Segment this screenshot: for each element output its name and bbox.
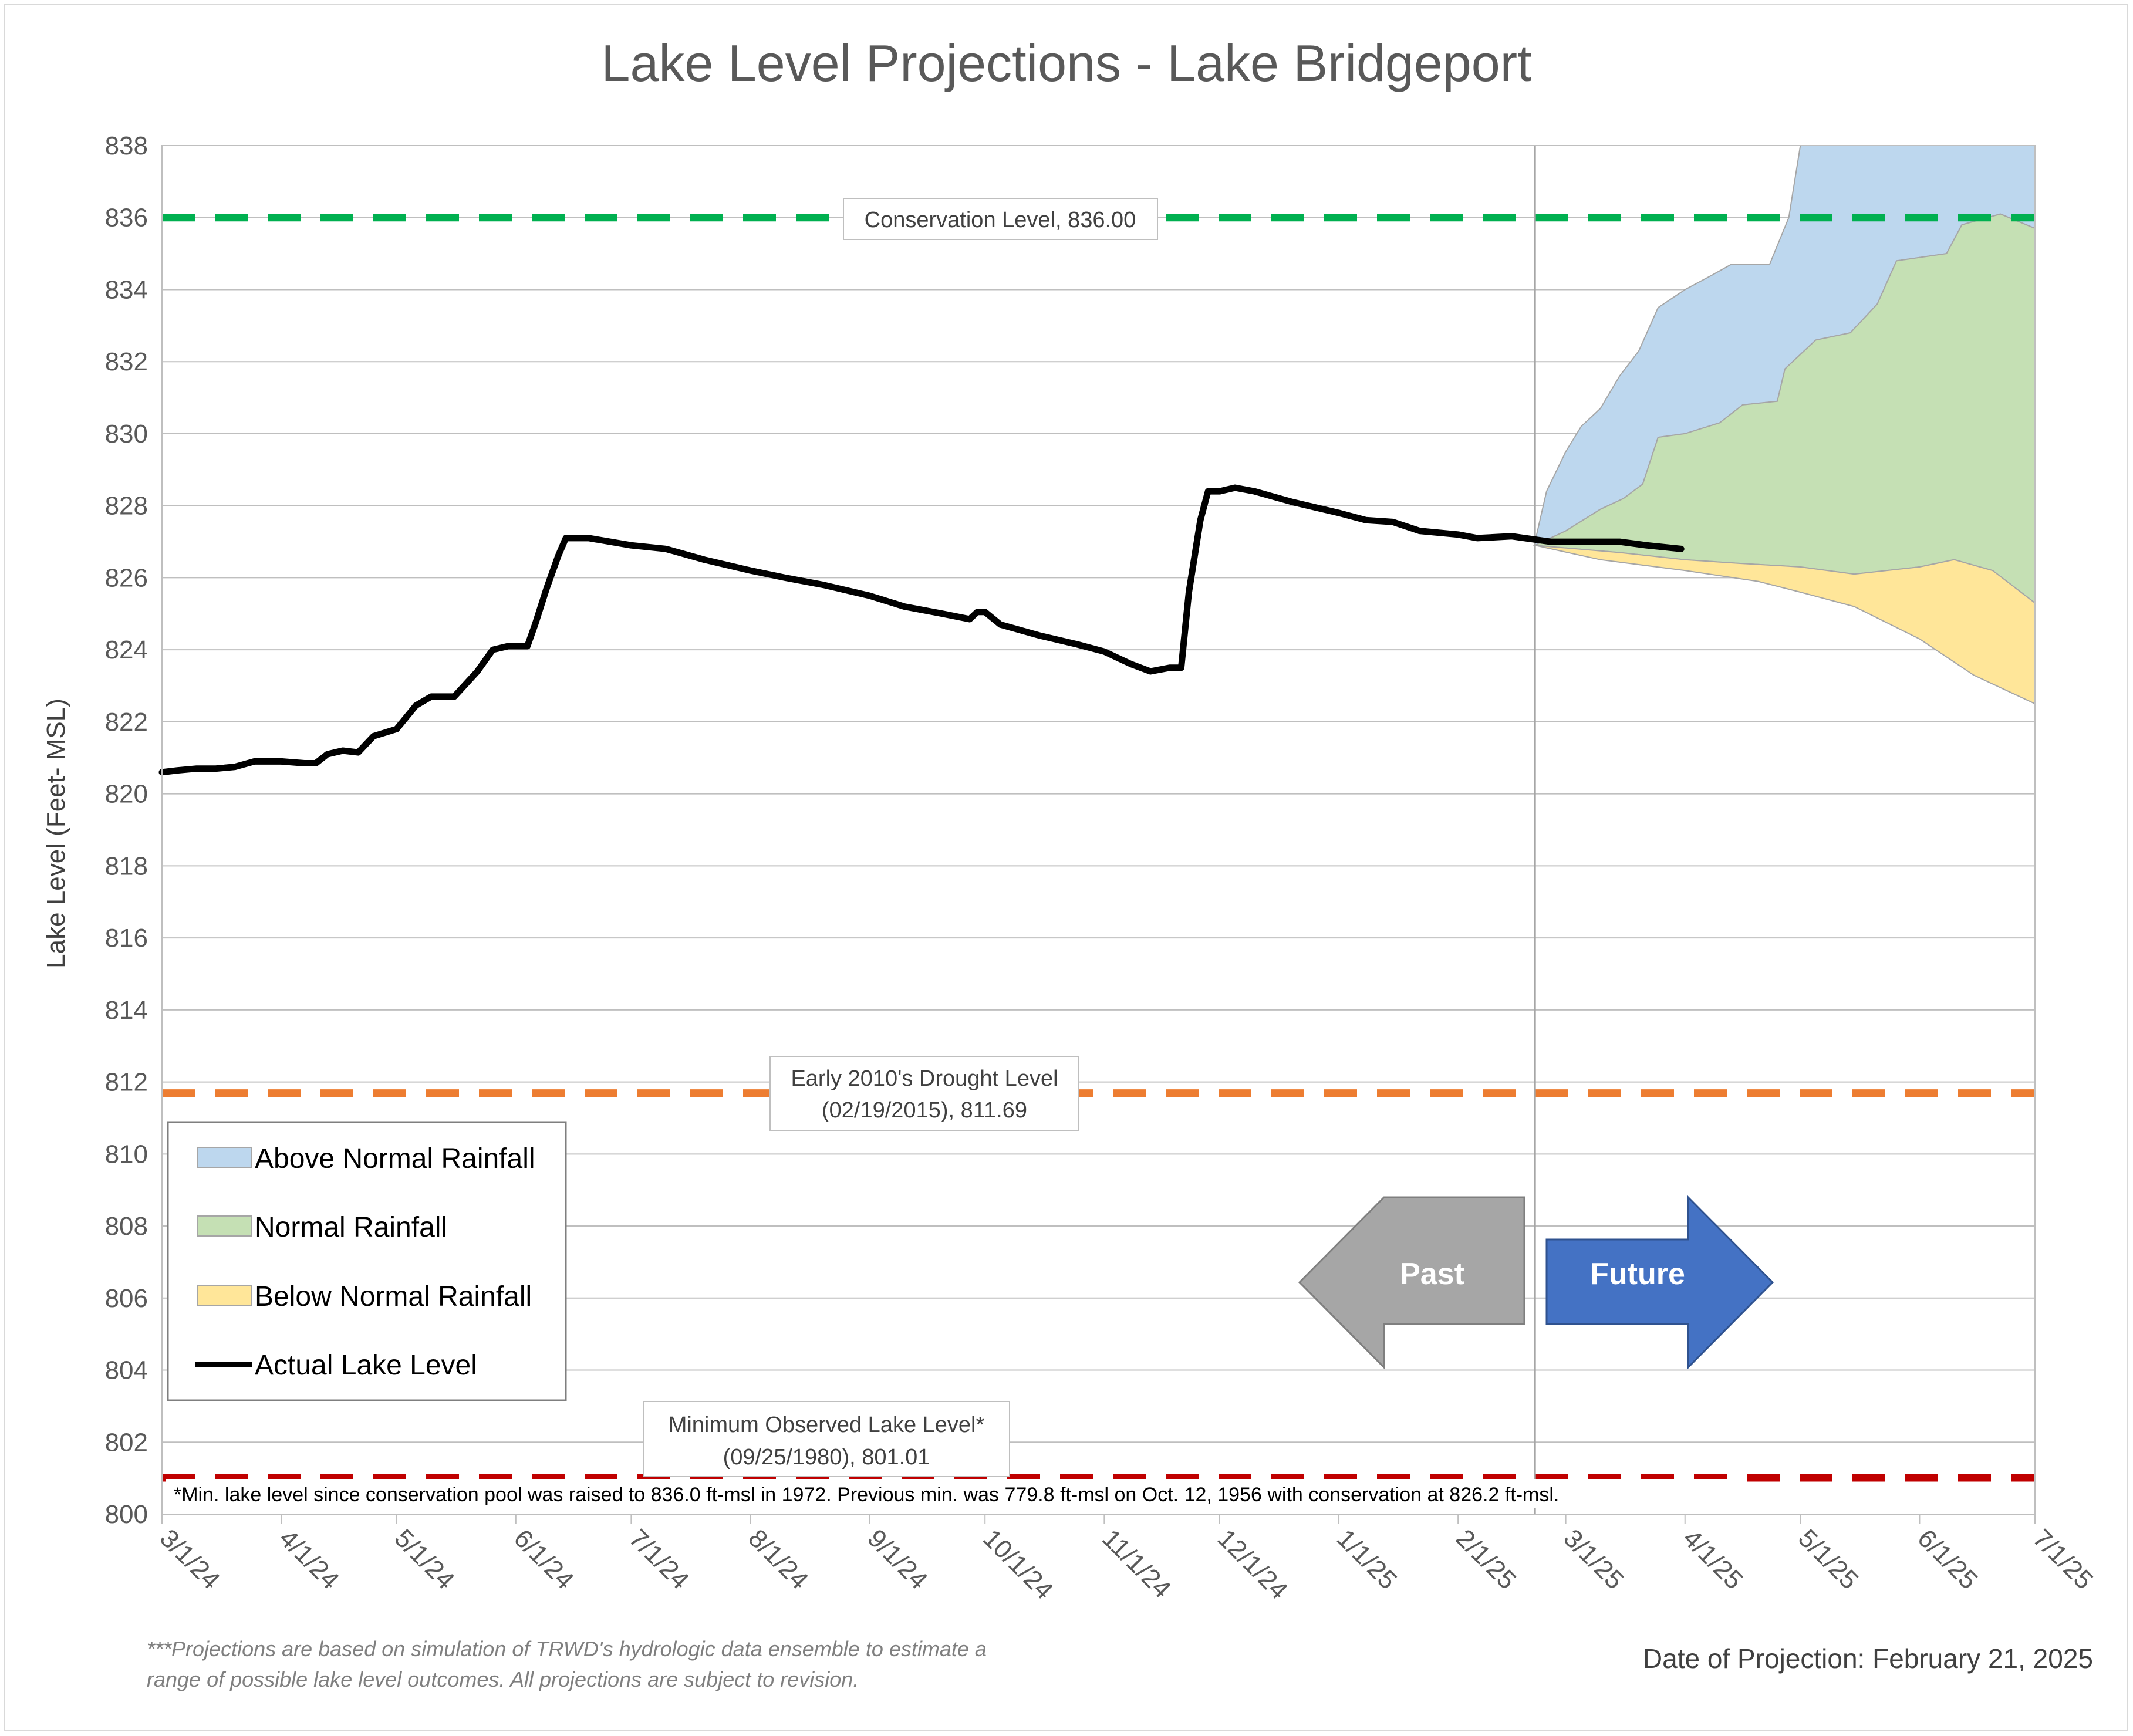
x-tick-4/1/25: 4/1/25 [1678, 1524, 1749, 1595]
projection-date: Date of Projection: February 21, 2025 [1643, 1643, 2093, 1674]
past-label: Past [1400, 1257, 1464, 1291]
x-tick-3/1/25: 3/1/25 [1558, 1524, 1629, 1595]
note-background [166, 1479, 1739, 1508]
actual-lake-level-line [158, 484, 1685, 776]
y-tick-802: 802 [105, 1428, 148, 1457]
drought-label-line2: (02/19/2015), 811.69 [822, 1098, 1027, 1123]
legend-label-above-normal: Above Normal Rainfall [255, 1143, 535, 1174]
x-tick-7/1/25: 7/1/25 [2027, 1524, 2098, 1595]
x-tick-7/1/24: 7/1/24 [623, 1524, 694, 1595]
legend-swatch-below-normal [197, 1285, 252, 1306]
y-tick-834: 834 [105, 275, 148, 304]
y-tick-808: 808 [105, 1212, 148, 1241]
y-tick-806: 806 [105, 1284, 148, 1313]
legend-label-below-normal: Below Normal Rainfall [255, 1281, 532, 1312]
x-tick-10/1/24: 10/1/24 [977, 1524, 1058, 1605]
y-tick-824: 824 [105, 636, 148, 664]
actual-level-layer [158, 484, 1685, 776]
x-tick-11/1/24: 11/1/24 [1096, 1524, 1176, 1603]
x-tick-9/1/24: 9/1/24 [862, 1524, 933, 1595]
future-arrow: Future [1545, 1195, 1774, 1370]
legend-swatch-normal [197, 1215, 252, 1237]
y-tick-832: 832 [105, 347, 148, 376]
y-tick-822: 822 [105, 708, 148, 737]
x-tick-8/1/24: 8/1/24 [743, 1524, 814, 1595]
legend-label-actual: Actual Lake Level [255, 1350, 477, 1381]
minimum-label-line1: Minimum Observed Lake Level* [669, 1413, 985, 1437]
x-tick-2/1/25: 2/1/25 [1450, 1524, 1521, 1595]
x-tick-4/1/24: 4/1/24 [274, 1524, 345, 1595]
x-tick-6/1/25: 6/1/25 [1912, 1524, 1983, 1595]
drought-label-line1: Early 2010's Drought Level [791, 1066, 1058, 1091]
legend-label-normal: Normal Rainfall [255, 1212, 447, 1243]
y-tick-818: 818 [105, 852, 148, 880]
area-below-normal [1534, 545, 2036, 705]
future-label: Future [1590, 1257, 1685, 1291]
x-tick-12/1/24: 12/1/24 [1212, 1524, 1293, 1605]
y-tick-800: 800 [105, 1500, 148, 1529]
callout-minimum: Minimum Observed Lake Level* (09/25/1980… [643, 1401, 1010, 1477]
y-tick-810: 810 [105, 1140, 148, 1168]
y-tick-804: 804 [105, 1356, 148, 1385]
y-tick-812: 812 [105, 1068, 148, 1097]
minimum-label-line2: (09/25/1980), 801.01 [723, 1445, 930, 1470]
y-tick-838: 838 [105, 131, 148, 160]
y-tick-814: 814 [105, 996, 148, 1025]
x-tick-6/1/24: 6/1/24 [508, 1524, 579, 1595]
footnote-line2: range of possible lake level outcomes. A… [147, 1667, 859, 1691]
x-tick-5/1/25: 5/1/25 [1793, 1524, 1864, 1595]
x-tick-5/1/24: 5/1/24 [389, 1524, 460, 1595]
chart-title: Lake Level Projections - Lake Bridgeport [602, 34, 1532, 92]
legend: Above Normal Rainfall Normal Rainfall Be… [167, 1121, 567, 1401]
y-tick-830: 830 [105, 420, 148, 448]
conservation-label: Conservation Level, 836.00 [865, 208, 1136, 232]
y-tick-826: 826 [105, 563, 148, 592]
y-axis-label: Lake Level (Feet- MSL) [42, 698, 70, 968]
callout-conservation: Conservation Level, 836.00 [843, 198, 1158, 240]
callout-drought: Early 2010's Drought Level (02/19/2015),… [770, 1056, 1079, 1131]
footnote-line1: ***Projections are based on simulation o… [147, 1637, 987, 1661]
projection-areas [1533, 145, 2036, 705]
min-level-note: *Min. lake level since conservation pool… [174, 1484, 1559, 1506]
past-arrow: Past [1298, 1196, 1526, 1370]
reference-lines [162, 214, 2035, 1482]
y-tick-816: 816 [105, 924, 148, 953]
plot-area-border [161, 145, 2036, 1515]
x-tick-1/1/25: 1/1/25 [1331, 1524, 1402, 1595]
y-tick-820: 820 [105, 780, 148, 809]
y-tick-836: 836 [105, 204, 148, 232]
y-tick-828: 828 [105, 492, 148, 521]
legend-swatch-above-normal [197, 1147, 252, 1168]
x-tick-3/1/24: 3/1/24 [154, 1524, 225, 1595]
